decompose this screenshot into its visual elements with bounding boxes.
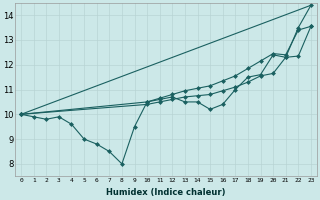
- X-axis label: Humidex (Indice chaleur): Humidex (Indice chaleur): [106, 188, 226, 197]
